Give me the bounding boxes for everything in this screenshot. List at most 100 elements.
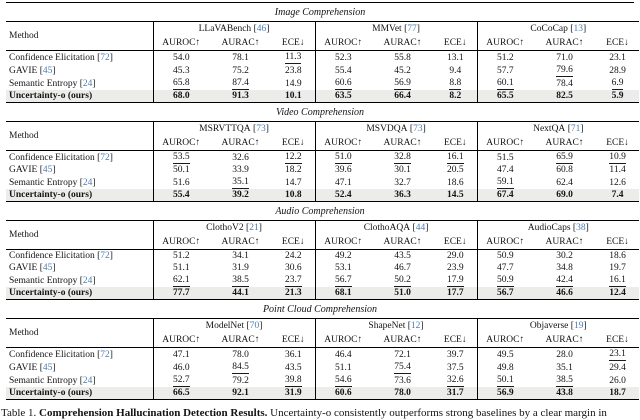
citation-link[interactable]: 77 xyxy=(407,24,417,34)
citation-link[interactable]: 72 xyxy=(100,251,110,261)
method-label: GAVIE [45] xyxy=(9,362,56,373)
metric-value: 43.5 xyxy=(284,362,302,373)
metric-value: 39.2 xyxy=(232,190,249,200)
metric-header: AUROC↑ xyxy=(314,136,372,151)
metric-value: 47.4 xyxy=(476,164,534,176)
citation-link[interactable]: 73 xyxy=(413,124,423,134)
benchmark-header: MSVDQA [73] xyxy=(314,121,478,136)
metric-value: 8.8 xyxy=(434,77,477,90)
citation-link[interactable]: 12 xyxy=(410,321,421,331)
metric-value: 53.1 xyxy=(314,262,372,274)
citation-link[interactable]: 44 xyxy=(415,223,426,233)
metric-value: 10.1 xyxy=(284,91,302,101)
metric-header: ECE↓ xyxy=(272,136,316,151)
table-row: GAVIE [45] 51.1 31.9 30.6 53.1 46.7 23.9 47.7 34… xyxy=(6,262,639,274)
section-table: Method ModelNet [70] ShapeNet [12] Objavers… xyxy=(6,318,639,400)
table-row: Confidence Elicitation [72] 54.0 78.1 11.3 5… xyxy=(6,50,639,64)
metric-value: 35.1 xyxy=(209,176,272,189)
citation-link[interactable]: 45 xyxy=(42,263,53,273)
metric-value: 16.1 xyxy=(434,151,477,164)
metric-value: 47.1 xyxy=(314,176,372,189)
method-label: Confidence Elicitation [72] xyxy=(9,152,113,163)
method-label: Semantic Entropy [24] xyxy=(9,177,96,188)
citation-link[interactable]: 46 xyxy=(256,24,267,34)
metric-value: 34.1 xyxy=(232,251,249,261)
underlined-value: 38.5 xyxy=(232,275,249,287)
metric-header-row: AUROC↑ AURAC↑ ECE↓ AUROC↑ AURAC↑ ECE↓ AUROC↑ AU… xyxy=(6,36,640,51)
citation-link[interactable]: 72 xyxy=(100,152,110,163)
metric-value: 21.3 xyxy=(284,288,302,298)
metric-value: 60.6 xyxy=(314,77,371,90)
metric-value: 19.7 xyxy=(609,263,626,273)
metric-value: 51.6 xyxy=(152,176,209,189)
metric-header-row: AUROC↑ AURAC↑ ECE↓ AUROC↑ AURAC↑ ECE↓ AUROC↑ AU… xyxy=(6,136,640,151)
metric-value: 56.7 xyxy=(314,274,372,287)
citation-link[interactable]: 21 xyxy=(249,223,259,233)
citation-link[interactable]: 24 xyxy=(82,375,93,386)
benchmark-name: ClothoAQA xyxy=(363,223,411,233)
metric-value: 42.4 xyxy=(533,274,596,287)
metric-value: 14.5 xyxy=(446,190,464,200)
metric-value: 46.6 xyxy=(556,288,573,298)
citation-link[interactable]: 38 xyxy=(576,223,586,233)
citation-link[interactable]: 13 xyxy=(573,24,583,34)
metric-header: AURAC↑ xyxy=(533,36,597,51)
metric-value: 7.4 xyxy=(611,190,624,200)
metric-value: 46.4 xyxy=(314,347,371,361)
citation-link[interactable]: 24 xyxy=(82,177,93,188)
benchmark-header: MSRVTTQA [73] xyxy=(152,121,316,136)
metric-value: 36.3 xyxy=(394,190,411,200)
citation-link[interactable]: 73 xyxy=(256,124,266,134)
citation-link[interactable]: 19 xyxy=(573,321,584,331)
underlined-value: 42.4 xyxy=(556,275,573,287)
metric-header: AUROC↑ xyxy=(476,136,534,151)
benchmark-name: ClothoV2 xyxy=(206,223,244,233)
metric-value: 17.7 xyxy=(446,288,464,298)
underlined-value: 16.1 xyxy=(609,275,626,287)
metric-value: 26.0 xyxy=(609,375,626,386)
underlined-value: 54.6 xyxy=(334,375,352,387)
metric-value: 32.6 xyxy=(434,374,477,387)
metric-header: AUROC↑ xyxy=(152,36,209,51)
citation-link[interactable]: 71 xyxy=(570,124,581,134)
citation-link[interactable]: 72 xyxy=(100,349,110,360)
method-name: Confidence Elicitation xyxy=(9,251,95,261)
benchmark-header: CoCoCap [13] xyxy=(476,21,640,36)
metric-value: 51.2 xyxy=(152,249,209,262)
metric-value: 43.5 xyxy=(394,251,411,261)
citation-link[interactable]: 45 xyxy=(42,362,53,373)
metric-value: 28.0 xyxy=(556,349,573,360)
underlined-value: 59.1 xyxy=(497,177,514,189)
citation-link[interactable]: 45 xyxy=(42,165,53,175)
underlined-value: 79.6 xyxy=(556,65,573,77)
citation-link[interactable]: 70 xyxy=(249,321,260,331)
metric-header: AUROC↑ xyxy=(476,235,534,250)
metric-value: 29.0 xyxy=(446,251,464,261)
section-title: Audio Comprehension xyxy=(275,206,365,217)
benchmark-name: MSRVTTQA xyxy=(199,124,251,134)
metric-value: 73.6 xyxy=(394,375,411,386)
metric-header: AURAC↑ xyxy=(533,333,596,348)
metric-header: AUROC↑ xyxy=(152,136,209,151)
method-column-header: Method xyxy=(6,121,153,151)
metric-value: 66.5 xyxy=(152,387,209,400)
metric-value: 52.7 xyxy=(152,374,209,387)
citation-link[interactable]: 45 xyxy=(42,65,53,76)
metric-value: 30.1 xyxy=(394,165,411,175)
metric-value: 51.2 xyxy=(476,50,534,64)
section: Image Comprehension Method LLaVABench [46]… xyxy=(6,2,640,103)
citation-link[interactable]: 72 xyxy=(100,52,110,63)
metric-value: 45.2 xyxy=(394,65,411,76)
underlined-value: 65.9 xyxy=(556,152,573,164)
metric-value: 55.4 xyxy=(314,64,371,77)
citation-link[interactable]: 24 xyxy=(82,78,93,89)
benchmark-name: Objaverse xyxy=(529,321,569,331)
metric-value: 63.5 xyxy=(314,90,371,103)
metric-value: 54.0 xyxy=(152,50,209,64)
citation-link[interactable]: 24 xyxy=(82,275,93,286)
method-label: Semantic Entropy [24] xyxy=(9,78,96,89)
metric-value: 77.7 xyxy=(152,287,209,300)
benchmark-name: ModelNet xyxy=(205,321,245,331)
method-label: Uncertainty-o (ours) xyxy=(6,90,153,103)
underlined-value: 84.5 xyxy=(232,362,249,374)
